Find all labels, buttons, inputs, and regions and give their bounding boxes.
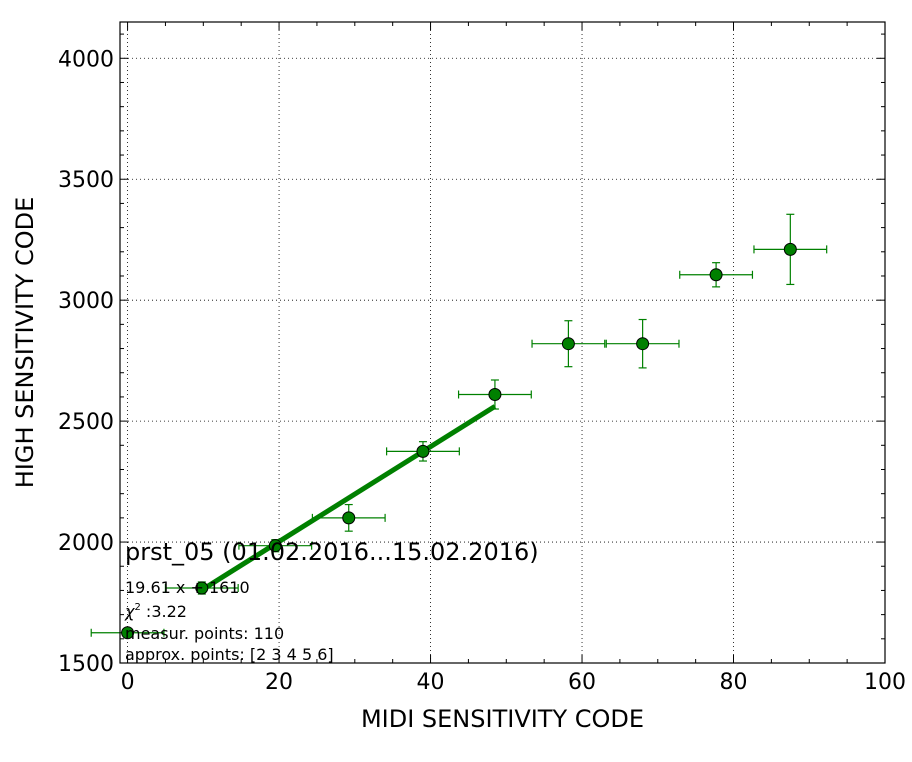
x-tick-label: 100: [864, 670, 906, 695]
chi-exponent: 2: [134, 602, 140, 613]
y-axis-label: HIGH SENSITIVITY CODE: [11, 197, 39, 489]
x-tick-label: 80: [720, 670, 748, 695]
data-point: [709, 268, 723, 282]
data-point: [488, 388, 502, 402]
x-tick-label: 60: [568, 670, 596, 695]
x-axis-label: MIDI SENSITIVITY CODE: [361, 705, 644, 733]
x-tick-label: 20: [265, 670, 293, 695]
data-point: [561, 337, 575, 351]
y-tick-label: 3000: [58, 289, 114, 314]
annotation-chi-squared: χ2 :3.22: [124, 602, 187, 621]
fit-line: [200, 404, 497, 593]
x-tick-label: 40: [417, 670, 445, 695]
data-point: [342, 511, 356, 525]
y-tick-label: 2000: [58, 531, 114, 556]
annotation-approx-points: approx. points: [2 3 4 5 6]: [125, 645, 334, 664]
y-tick-label: 1500: [58, 652, 114, 677]
plot-frame: [119, 21, 886, 664]
data-point: [121, 626, 135, 640]
y-tick-label: 2500: [58, 410, 114, 435]
data-point: [416, 444, 430, 458]
annotation-equation: 19.61 x + 1610: [125, 578, 250, 597]
data-point: [636, 337, 650, 351]
x-tick-label: 0: [121, 670, 135, 695]
annotation-title: prst_05 (01.02.2016...15.02.2016): [125, 538, 539, 566]
fit-line-layer: [200, 404, 497, 593]
annotation-block: prst_05 (01.02.2016...15.02.2016) 19.61 …: [124, 538, 539, 664]
data-points: [121, 242, 797, 640]
y-tick-label: 4000: [58, 47, 114, 72]
chi-symbol: χ: [124, 602, 135, 621]
chi-value: :3.22: [141, 602, 187, 621]
y-tick-label: 3500: [58, 168, 114, 193]
tick-labels: 0 20 40 60 80 100 1500 2000 2500 3000 3500 4000: [58, 47, 906, 695]
annotation-measur-points: measur. points: 110: [125, 624, 284, 643]
data-point: [268, 539, 282, 553]
data-point: [783, 242, 797, 256]
data-point: [195, 581, 209, 595]
